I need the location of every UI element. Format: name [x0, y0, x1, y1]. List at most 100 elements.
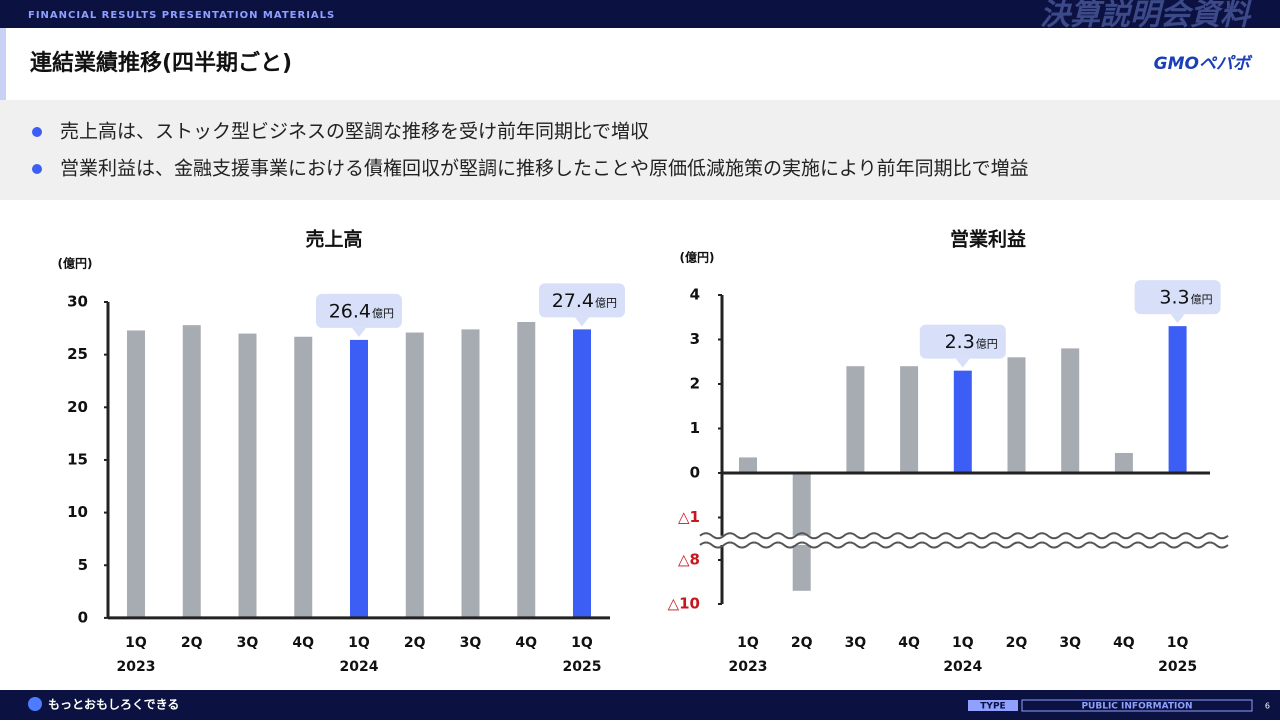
y-tick-label: △8: [678, 551, 700, 569]
callout-pointer: [575, 317, 589, 327]
bar: [1061, 348, 1080, 473]
x-tick-label: 2Q: [404, 635, 426, 651]
logo: GMOペパボ: [1154, 54, 1253, 74]
axis-break-line: [699, 541, 1229, 549]
callout-pointer: [1170, 314, 1185, 324]
bar: [350, 339, 368, 618]
x-tick-label: 4Q: [515, 635, 537, 651]
year-label: 2024: [340, 659, 379, 675]
footer-slogan: もっとおもしろくできる: [48, 698, 179, 712]
x-tick-label: 1Q: [348, 635, 370, 651]
callout-box: [316, 293, 402, 328]
title-accent: [0, 28, 6, 100]
type-badge: [968, 700, 1018, 711]
data-label-unit: 億円: [976, 338, 998, 351]
bullet-panel: [0, 100, 1280, 200]
x-tick-label: 4Q: [292, 635, 314, 651]
info-box: [1021, 699, 1253, 712]
bar: [405, 332, 424, 618]
y-tick-label: 0: [690, 464, 700, 482]
bar: [1114, 452, 1133, 473]
top-banner: [0, 0, 1280, 28]
bar: [1007, 357, 1026, 473]
info-label: PUBLIC INFORMATION: [1081, 702, 1192, 712]
callout: 3.3 億円: [1134, 280, 1221, 324]
chart-title: 売上高: [305, 228, 362, 251]
data-label-unit: 億円: [372, 307, 394, 320]
page-number: 6: [1265, 702, 1270, 711]
year-label: 2025: [1158, 659, 1197, 675]
y-tick-label: 10: [67, 503, 88, 521]
bar: [1168, 326, 1187, 473]
bar: [846, 366, 865, 473]
data-label: 26.4: [329, 300, 371, 322]
y-axis-unit: (億円): [680, 250, 715, 265]
y-tick-label: 3: [690, 330, 700, 348]
banner-text: FINANCIAL RESULTS PRESENTATION MATERIALS: [28, 10, 335, 21]
year-label: 2023: [729, 659, 768, 675]
y-tick-label: △1: [678, 508, 700, 526]
axis-break-line: [699, 532, 1229, 540]
bullet-text: 売上高は、ストック型ビジネスの堅調な推移を受け前年同期比で増収: [60, 121, 649, 143]
footer-bar: [0, 690, 1280, 720]
year-label: 2025: [563, 659, 602, 675]
callout-box: [919, 324, 1006, 359]
data-label: 3.3: [1159, 287, 1189, 309]
bar: [573, 329, 591, 618]
bar: [900, 366, 919, 473]
x-tick-label: 3Q: [237, 635, 259, 651]
x-tick-label: 2Q: [1006, 635, 1028, 651]
bar: [461, 329, 480, 618]
bar: [739, 457, 757, 473]
callout-box: [1134, 280, 1221, 315]
y-tick-label: 0: [78, 608, 88, 626]
bar: [182, 325, 201, 618]
callout: 26.4 億円: [316, 293, 402, 337]
callout-pointer: [955, 358, 970, 368]
x-tick-label: 1Q: [125, 635, 147, 651]
y-tick-label: 20: [67, 398, 88, 416]
bar: [792, 473, 811, 591]
bullet-text: 営業利益は、金融支援事業における債権回収が堅調に推移したことや原価低減施策の実施…: [60, 158, 1029, 180]
year-label: 2023: [117, 659, 156, 675]
x-tick-label: 3Q: [845, 635, 867, 651]
y-axis-unit: (億円): [58, 256, 93, 271]
x-tick-label: 1Q: [1167, 635, 1189, 651]
bullet-dot: [32, 164, 42, 174]
bar: [953, 370, 972, 473]
y-tick-label: 1: [690, 419, 700, 437]
callout: 2.3 億円: [919, 324, 1006, 368]
bar: [517, 322, 536, 618]
axis-break-gap: [700, 535, 1210, 545]
data-label-unit: 億円: [595, 296, 617, 309]
y-tick-label: 30: [67, 293, 88, 311]
chart-title: 営業利益: [950, 228, 1026, 251]
year-label: 2024: [943, 659, 982, 675]
x-tick-label: 2Q: [791, 635, 813, 651]
callout-box: [539, 283, 625, 318]
x-tick-label: 2Q: [181, 635, 203, 651]
y-tick-label: 25: [67, 345, 88, 363]
x-tick-label: 1Q: [737, 635, 759, 651]
y-tick-label: 5: [78, 556, 88, 574]
y-tick-label: 15: [67, 450, 88, 468]
x-tick-label: 4Q: [898, 635, 920, 651]
bullet-dot: [32, 127, 42, 137]
bar: [238, 333, 257, 618]
bar: [127, 330, 145, 618]
data-label: 2.3: [945, 331, 975, 353]
slide-title: 連結業績推移(四半期ごと): [30, 50, 292, 76]
data-label: 27.4: [552, 290, 594, 312]
x-tick-label: 1Q: [952, 635, 974, 651]
footer-icon: [28, 697, 42, 711]
x-tick-label: 1Q: [571, 635, 593, 651]
banner-title: 決算説明会資料: [1040, 0, 1253, 33]
callout: 27.4 億円: [539, 283, 625, 327]
callout-pointer: [352, 327, 366, 337]
bar: [294, 336, 313, 618]
x-tick-label: 3Q: [460, 635, 482, 651]
x-tick-label: 4Q: [1113, 635, 1135, 651]
type-label: TYPE: [980, 702, 1005, 712]
y-tick-label: 2: [690, 375, 700, 393]
